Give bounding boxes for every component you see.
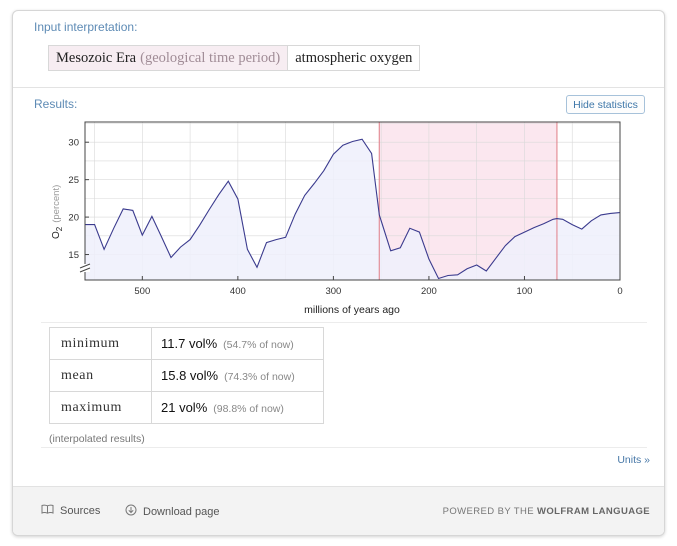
sources-link[interactable]: Sources — [41, 504, 100, 517]
x-tick-label: 300 — [325, 286, 341, 297]
axis-break-icon — [79, 263, 91, 273]
statistic-value-cell: 15.8 vol% (74.3% of now) — [151, 359, 324, 392]
interpolated-note: (interpolated results) — [49, 433, 145, 445]
y-tick-label: 30 — [68, 138, 79, 149]
y-axis-label: O2 (percent) — [51, 185, 64, 239]
statistics-row: mean 15.8 vol% (74.3% of now) — [49, 359, 324, 392]
sources-label: Sources — [60, 504, 101, 517]
era-name: Mesozoic Era — [56, 50, 137, 66]
table-top-rule — [41, 322, 647, 323]
powered-brand: WOLFRAM LANGUAGE — [537, 506, 650, 517]
x-tick-label: 500 — [134, 286, 150, 297]
oxygen-chart: 500 400 300 200 100 0 15 20 25 30 millions of ye… — [51, 121, 623, 316]
statistic-name: minimum — [49, 327, 152, 360]
statistic-value: 15.8 vol% — [161, 368, 219, 383]
powered-prefix: POWERED BY THE — [442, 506, 534, 517]
units-link[interactable]: Units » — [617, 454, 650, 466]
results-label: Results: — [34, 97, 78, 111]
statistic-percent-of-now: (54.7% of now) — [223, 339, 294, 351]
statistic-name: maximum — [49, 391, 152, 424]
book-icon — [41, 504, 54, 517]
input-interpretation-label: Input interpretation: — [34, 20, 138, 34]
statistic-value-cell: 21 vol% (98.8% of now) — [151, 391, 324, 424]
y-axis-label-main: O — [51, 231, 62, 239]
interpretation-box: Mesozoic Era (geological time period) atm… — [48, 45, 421, 71]
hide-statistics-button[interactable]: Hide statistics — [566, 95, 645, 114]
result-card: Input interpretation: Mesozoic Era (geolo… — [12, 10, 665, 536]
y-tick-label: 15 — [68, 250, 79, 261]
powered-by: POWERED BY THE WOLFRAM LANGUAGE — [443, 506, 650, 517]
statistics-row: minimum 11.7 vol% (54.7% of now) — [49, 327, 324, 360]
download-page-label: Download page — [143, 505, 220, 518]
x-axis-label: millions of years ago — [304, 304, 400, 316]
x-tick-label: 400 — [230, 286, 246, 297]
y-axis-ticks: 15 20 25 30 — [68, 138, 89, 261]
plot-frame — [84, 121, 621, 281]
section-divider — [13, 87, 664, 88]
statistic-percent-of-now: (98.8% of now) — [213, 403, 284, 415]
table-bottom-rule — [41, 447, 647, 448]
footer: Sources Download page POWERED BY THE WOL… — [13, 486, 664, 535]
x-tick-label: 0 — [617, 286, 622, 297]
statistics-row: maximum 21 vol% (98.8% of now) — [49, 391, 324, 424]
y-tick-label: 25 — [68, 175, 79, 186]
y-tick-label: 20 — [68, 213, 79, 224]
statistic-name: mean — [49, 359, 152, 392]
y-axis-label-sub: 2 — [55, 226, 64, 231]
x-tick-label: 100 — [517, 286, 533, 297]
y-axis-label-unit: (percent) — [51, 185, 62, 223]
download-page-link[interactable]: Download page — [125, 504, 219, 519]
x-axis-ticks: 500 400 300 200 100 0 — [134, 276, 623, 297]
x-tick-label: 200 — [421, 286, 437, 297]
era-qualifier: (geological time period) — [140, 50, 281, 66]
statistics-table: minimum 11.7 vol% (54.7% of now) mean 15.8 v… — [49, 327, 324, 424]
statistic-percent-of-now: (74.3% of now) — [224, 371, 295, 383]
interpretation-property[interactable]: atmospheric oxygen — [287, 46, 420, 70]
statistic-value: 21 vol% — [161, 400, 208, 415]
download-icon — [125, 504, 137, 519]
statistic-value: 11.7 vol% — [161, 336, 218, 351]
series-line — [85, 138, 620, 280]
statistic-value-cell: 11.7 vol% (54.7% of now) — [151, 327, 324, 360]
interpretation-era[interactable]: Mesozoic Era (geological time period) — [49, 46, 288, 70]
series-area — [85, 139, 620, 280]
